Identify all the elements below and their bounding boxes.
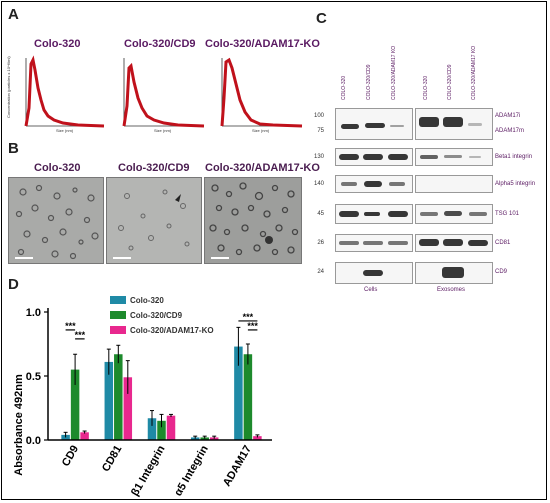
protein-cd9: CD9 xyxy=(495,269,508,275)
tem-image-3 xyxy=(204,177,302,264)
nta-plots xyxy=(24,55,303,128)
cells-label: Cells xyxy=(364,287,378,293)
y-tick-label: 0.5 xyxy=(26,371,41,383)
mw-100: 100 xyxy=(313,113,324,119)
legend-label-1: Colo-320 xyxy=(130,296,164,305)
category-label: β1 Integrin xyxy=(129,443,168,498)
protein-adam17m: ADAM17m xyxy=(495,128,525,134)
blot-exo-beta1 xyxy=(415,148,493,166)
bar xyxy=(70,369,80,440)
lane-exo-3: COLO-320/ADAM17 KO xyxy=(471,45,477,100)
bar xyxy=(80,432,89,440)
y-axis-label: Absorbance 492nm xyxy=(13,374,25,476)
legend-swatch-2 xyxy=(110,311,126,319)
bar xyxy=(114,354,123,440)
significance-label: *** xyxy=(243,312,254,322)
nta-title-1: Colo-320 xyxy=(34,38,81,50)
nta-plot-2 xyxy=(122,58,205,128)
protein-alpha5: Alpha5 integrin xyxy=(495,181,536,187)
bar-chart: Absorbance 492nm 0.0 0.5 1.0 CD9 CD81 β1 Int… xyxy=(13,307,272,498)
blot-exo-adam17 xyxy=(415,108,493,140)
legend-label-3: Colo-320/ADAM17-KO xyxy=(130,326,214,335)
mw-45: 45 xyxy=(317,211,324,217)
mw-140: 140 xyxy=(313,181,324,187)
nta-plot-1 xyxy=(24,55,105,128)
protein-beta1: Beta1 integrin xyxy=(495,154,533,160)
blot-cells-cd9 xyxy=(335,262,413,284)
nta-title-3: Colo-320/ADAM17-KO xyxy=(205,38,320,50)
mw-130: 130 xyxy=(313,154,324,160)
legend-swatch-1 xyxy=(110,296,126,304)
bar xyxy=(147,418,157,440)
panel-label-c: C xyxy=(316,10,327,27)
category-label: α5 Integrin xyxy=(172,443,211,498)
lane-cells-1: COLO-320 xyxy=(341,75,347,100)
significance-label: *** xyxy=(75,330,86,340)
nta-xlabel-3: Size (nm) xyxy=(252,128,270,133)
blot-cells-cd81 xyxy=(335,234,413,252)
blot-cells-tsg101 xyxy=(335,204,413,224)
tem-title-2: Colo-320/CD9 xyxy=(118,162,190,174)
lane-cells-2: COLO-320/CD9 xyxy=(366,64,372,100)
protein-tsg101: TSG 101 xyxy=(495,211,520,217)
lane-exo-2: COLO-320/CD9 xyxy=(447,64,453,100)
panel-label-a: A xyxy=(8,6,19,23)
bar xyxy=(253,436,262,440)
nta-ylabel: Concentration (particles x 10^6/ml) xyxy=(6,56,11,118)
significance-label: *** xyxy=(247,321,258,331)
legend-label-2: Colo-320/CD9 xyxy=(130,311,183,320)
legend-swatch-3 xyxy=(110,326,126,334)
y-tick-label: 0.0 xyxy=(26,435,41,447)
blot-cells-adam17 xyxy=(335,108,413,140)
blot-exo-alpha5 xyxy=(415,175,493,193)
category-label: CD9 xyxy=(60,444,81,469)
y-tick-label: 1.0 xyxy=(26,307,41,319)
mw-24: 24 xyxy=(317,269,324,275)
lane-cells-3: COLO-320/ADAM17 KO xyxy=(391,45,397,100)
nta-xlabel-1: Size (nm) xyxy=(56,128,74,133)
nta-title-2: Colo-320/CD9 xyxy=(124,38,196,50)
tem-image-1 xyxy=(8,177,104,264)
tem-title-1: Colo-320 xyxy=(34,162,81,174)
blot-exo-tsg101 xyxy=(415,204,493,224)
category-label: ADAM17 xyxy=(221,444,254,489)
blot-cells-beta1 xyxy=(335,148,413,166)
bar xyxy=(166,415,176,440)
tem-title-3: Colo-320/ADAM17-KO xyxy=(205,162,320,174)
significance-label: *** xyxy=(65,321,76,331)
panel-label-b: B xyxy=(8,140,19,157)
nta-xlabel-2: Size (nm) xyxy=(154,128,172,133)
protein-cd81: CD81 xyxy=(495,240,511,246)
mw-75: 75 xyxy=(317,128,324,134)
bar xyxy=(243,354,253,440)
bar xyxy=(104,361,114,440)
category-label: CD81 xyxy=(100,444,124,474)
bar xyxy=(123,377,133,440)
blot-exo-cd9 xyxy=(415,262,493,284)
protein-adam17i: ADAM17i xyxy=(495,113,521,119)
bar xyxy=(234,346,243,440)
blot-exo-cd81 xyxy=(415,234,493,252)
bar xyxy=(157,420,166,440)
mw-26: 26 xyxy=(317,240,324,246)
exosomes-label: Exosomes xyxy=(437,287,466,293)
panel-label-d: D xyxy=(8,276,19,293)
blot-cells-alpha5 xyxy=(335,175,413,193)
nta-plot-3 xyxy=(220,57,303,128)
tem-image-2 xyxy=(106,177,202,264)
lane-exo-1: COLO-320 xyxy=(423,75,429,100)
